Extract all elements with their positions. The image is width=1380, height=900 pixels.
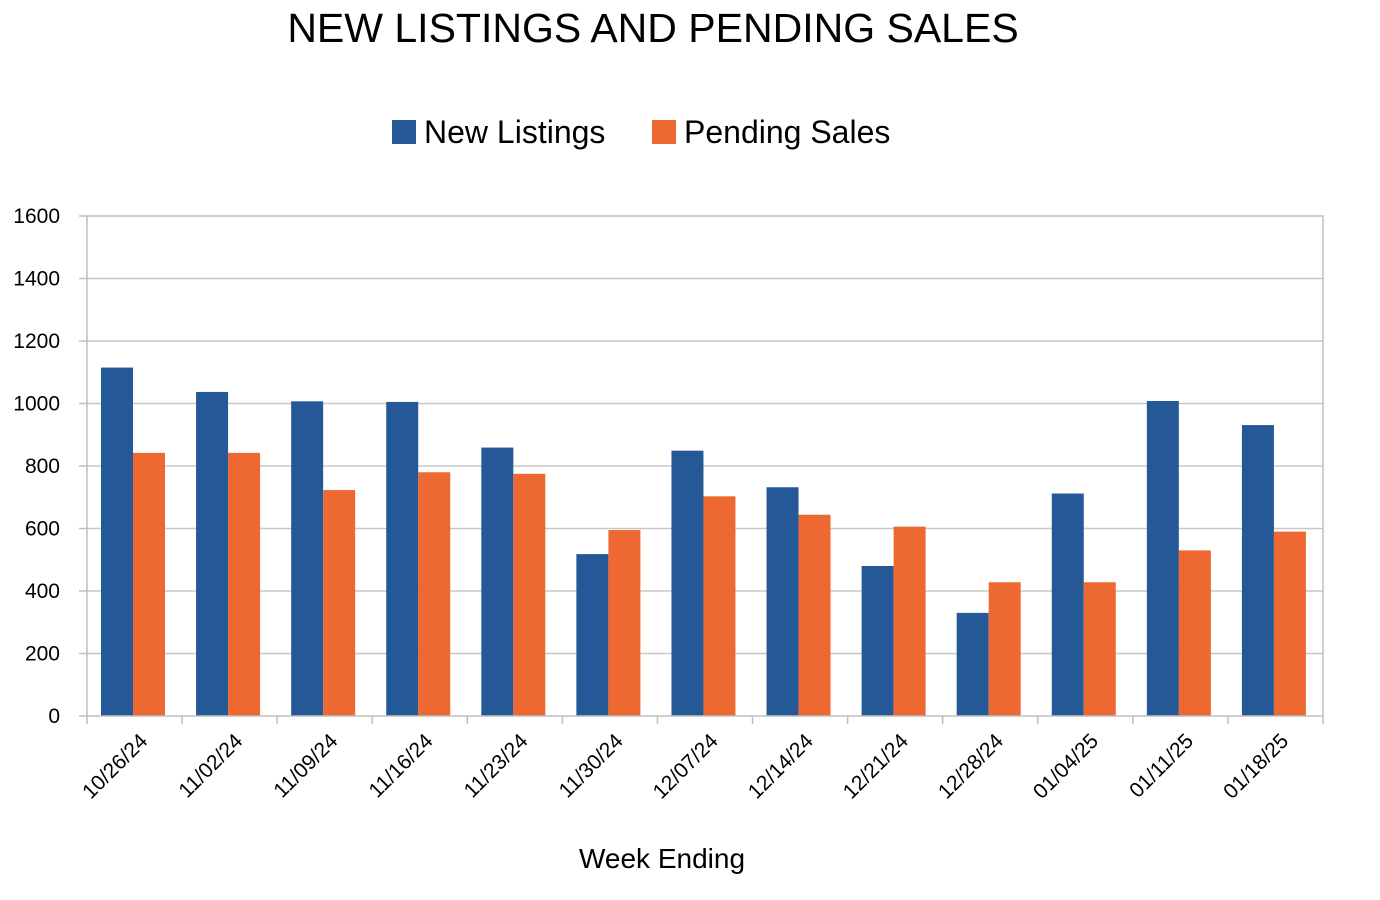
bar-new-listings	[386, 401, 419, 716]
y-tick-label: 1200	[13, 330, 60, 353]
bar-pending-sales	[703, 496, 736, 716]
bar-new-listings	[196, 391, 229, 716]
legend-label-pending-sales: Pending Sales	[684, 114, 890, 150]
x-tick-label: 11/30/24	[555, 729, 628, 802]
bar-new-listings	[671, 450, 704, 716]
x-tick-label: 01/04/25	[1029, 729, 1103, 803]
legend-swatch-new-listings	[392, 120, 416, 144]
y-tick-label: 1000	[13, 393, 60, 416]
x-axis-title: Week Ending	[579, 843, 745, 874]
y-tick-label: 1600	[13, 205, 60, 228]
bar-pending-sales	[608, 530, 641, 716]
x-tick-label: 10/26/24	[78, 729, 152, 803]
bar-new-listings	[956, 612, 989, 716]
bar-new-listings	[481, 447, 514, 716]
bar-new-listings	[101, 367, 133, 716]
bar-pending-sales	[798, 514, 831, 716]
bar-pending-sales	[133, 452, 165, 716]
chart-title: NEW LISTINGS AND PENDING SALES	[287, 5, 1018, 51]
x-axis-ticks: 10/26/24 11/02/24 11/09/24 11/16/24 11/23/24…	[78, 716, 1324, 804]
bar-new-listings	[1146, 401, 1179, 716]
y-tick-label: 0	[48, 705, 60, 728]
x-tick-label: 01/11/25	[1125, 729, 1198, 802]
bar-pending-sales	[893, 526, 926, 716]
bar-pending-sales	[228, 452, 261, 716]
legend-label-new-listings: New Listings	[424, 114, 605, 150]
bar-pending-sales	[513, 473, 546, 716]
bar-new-listings	[1051, 493, 1084, 716]
bar-pending-sales	[323, 490, 356, 716]
legend-swatch-pending-sales	[652, 120, 676, 144]
bar-pending-sales	[1083, 582, 1116, 716]
x-tick-label: 12/14/24	[744, 729, 818, 803]
bar-pending-sales	[988, 582, 1021, 716]
y-axis-ticks: 0 200 400 600 800 1000 1200 1400 1600	[13, 205, 87, 728]
x-tick-label: 11/09/24	[269, 729, 342, 802]
x-tick-label: 12/21/24	[839, 729, 913, 803]
y-tick-label: 400	[25, 580, 60, 603]
bar-pending-sales	[1178, 550, 1211, 716]
x-tick-label: 11/23/24	[460, 729, 533, 802]
x-tick-label: 12/07/24	[649, 729, 723, 803]
bars	[101, 367, 1306, 716]
bar-pending-sales	[1273, 531, 1306, 716]
plot-area-border	[86, 215, 1324, 717]
bar-new-listings	[1241, 425, 1274, 716]
x-tick-label: 01/18/25	[1219, 729, 1293, 803]
x-tick-label: 12/28/24	[934, 729, 1008, 803]
y-tick-label: 800	[25, 455, 60, 478]
legend: New Listings Pending Sales	[392, 114, 890, 150]
bar-pending-sales	[418, 472, 451, 716]
bar-new-listings	[861, 566, 894, 716]
y-tick-label: 1400	[13, 268, 60, 291]
bar-new-listings	[766, 487, 799, 716]
y-tick-label: 600	[25, 518, 60, 541]
x-tick-label: 11/02/24	[174, 729, 247, 802]
bar-new-listings	[576, 554, 609, 716]
y-tick-label: 200	[25, 643, 60, 666]
bar-new-listings	[291, 401, 324, 716]
x-tick-label: 11/16/24	[365, 729, 438, 802]
